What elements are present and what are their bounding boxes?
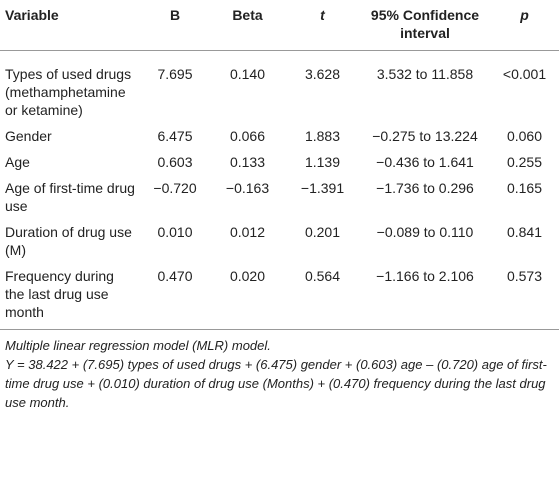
table-cell: 0.564 [304, 268, 341, 284]
table-cell: Frequency during the last drug use month [5, 268, 114, 320]
table-cell: 0.133 [229, 154, 266, 170]
table-cell: 1.883 [304, 128, 341, 144]
table-row: Duration of drug use (M) 0.010 0.012 0.201 −… [0, 219, 559, 263]
header-cell: p [490, 0, 559, 51]
footnotes: Multiple linear regression model (MLR) m… [0, 330, 559, 412]
table-cell: 6.475 [157, 128, 193, 144]
header-cell: Beta [210, 0, 285, 51]
table-cell: −1.736 to 0.296 [376, 180, 474, 196]
header-cell: 95% Confidence interval [360, 0, 490, 51]
header-cell: B [140, 0, 210, 51]
footnote: Multiple linear regression model (MLR) m… [5, 338, 271, 353]
header-cell: Variable [0, 0, 140, 51]
table-cell: Types of used drugs (methamphetamine or … [5, 66, 132, 118]
table-cell: 0.573 [506, 268, 543, 284]
table-cell: 0.841 [506, 224, 543, 240]
table-cell: 0.010 [157, 224, 193, 240]
table-row: Frequency during the last drug use month… [0, 263, 559, 330]
table-cell: 3.628 [304, 66, 341, 82]
table-row: Gender 6.475 0.066 1.883 −0.275 to 13.224 0.0… [0, 123, 559, 149]
table-cell: −1.391 [300, 180, 345, 196]
table-row: Age 0.603 0.133 1.139 −0.436 to 1.641 0.255 [0, 149, 559, 175]
header-row: Variable B Beta t 95% Confidence interval p [0, 0, 559, 51]
table-cell: Age [5, 154, 30, 170]
footnote: Y = 38.422 + (7.695) types of used drugs… [5, 357, 547, 410]
table-cell: 7.695 [157, 66, 193, 82]
table-body: Types of used drugs (methamphetamine or … [0, 51, 559, 330]
table-row: Age of first-time drug use −0.720 −0.163 −1… [0, 175, 559, 219]
table-cell: 0.603 [157, 154, 193, 170]
table-cell: −0.436 to 1.641 [376, 154, 474, 170]
table-cell: Age of first-time drug use [5, 180, 135, 214]
header-cell: t [285, 0, 360, 51]
table-cell: 0.066 [229, 128, 266, 144]
table-cell: −0.089 to 0.110 [376, 224, 474, 240]
table-cell: 0.165 [506, 180, 543, 196]
table-cell: Gender [5, 128, 52, 144]
table-cell: −0.720 [153, 180, 197, 196]
table-cell: 0.020 [229, 268, 266, 284]
regression-table: Variable B Beta t 95% Confidence interval p T… [0, 0, 559, 330]
table-cell: 0.140 [229, 66, 266, 82]
table-cell: −0.275 to 13.224 [372, 128, 478, 144]
table-cell: Duration of drug use (M) [5, 224, 132, 258]
table-cell: 0.470 [157, 268, 193, 284]
table-cell: −0.163 [225, 180, 270, 196]
table-cell: <0.001 [502, 66, 547, 82]
table-cell: 0.060 [506, 128, 543, 144]
table-cell: 3.532 to 11.858 [376, 66, 474, 82]
table-cell: 1.139 [304, 154, 341, 170]
table-cell: −1.166 to 2.106 [376, 268, 474, 284]
table-cell: 0.201 [304, 224, 341, 240]
table-cell: 0.012 [229, 224, 266, 240]
table-cell: 0.255 [506, 154, 543, 170]
table-row: Types of used drugs (methamphetamine or … [0, 51, 559, 124]
